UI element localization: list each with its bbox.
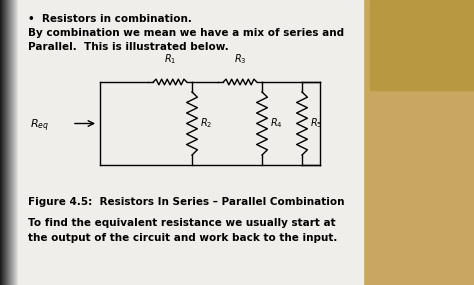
Bar xyxy=(8,0,9,285)
Bar xyxy=(0,0,1,285)
Text: $R_5$: $R_5$ xyxy=(310,117,322,131)
Bar xyxy=(0,0,18,285)
Text: $R_4$: $R_4$ xyxy=(270,117,283,131)
Bar xyxy=(9,0,10,285)
Text: •  Resistors in combination.: • Resistors in combination. xyxy=(28,14,192,24)
Bar xyxy=(18,0,363,285)
Bar xyxy=(370,0,474,90)
Text: To find the equivalent resistance we usually start at: To find the equivalent resistance we usu… xyxy=(28,218,336,228)
Bar xyxy=(4,0,5,285)
Bar xyxy=(6,0,7,285)
Bar xyxy=(14,0,15,285)
Bar xyxy=(340,0,474,285)
Text: the output of the circuit and work back to the input.: the output of the circuit and work back … xyxy=(28,233,337,243)
Bar xyxy=(5,0,6,285)
Text: By combination we mean we have a mix of series and: By combination we mean we have a mix of … xyxy=(28,28,344,38)
Bar xyxy=(2,0,3,285)
Text: $R_2$: $R_2$ xyxy=(200,117,212,131)
Text: $R_3$: $R_3$ xyxy=(234,52,246,66)
Bar xyxy=(10,0,11,285)
Bar xyxy=(12,0,13,285)
Bar xyxy=(3,0,4,285)
Text: Figure 4.5:  Resistors In Series – Parallel Combination: Figure 4.5: Resistors In Series – Parall… xyxy=(28,197,345,207)
Bar xyxy=(7,0,8,285)
Bar xyxy=(11,0,12,285)
Bar xyxy=(15,0,16,285)
Bar xyxy=(16,0,17,285)
Text: $R_1$: $R_1$ xyxy=(164,52,176,66)
Text: $R_{eq}$: $R_{eq}$ xyxy=(30,117,49,134)
Text: Parallel.  This is illustrated below.: Parallel. This is illustrated below. xyxy=(28,42,229,52)
Bar xyxy=(17,0,18,285)
Bar xyxy=(13,0,14,285)
Bar xyxy=(1,0,2,285)
